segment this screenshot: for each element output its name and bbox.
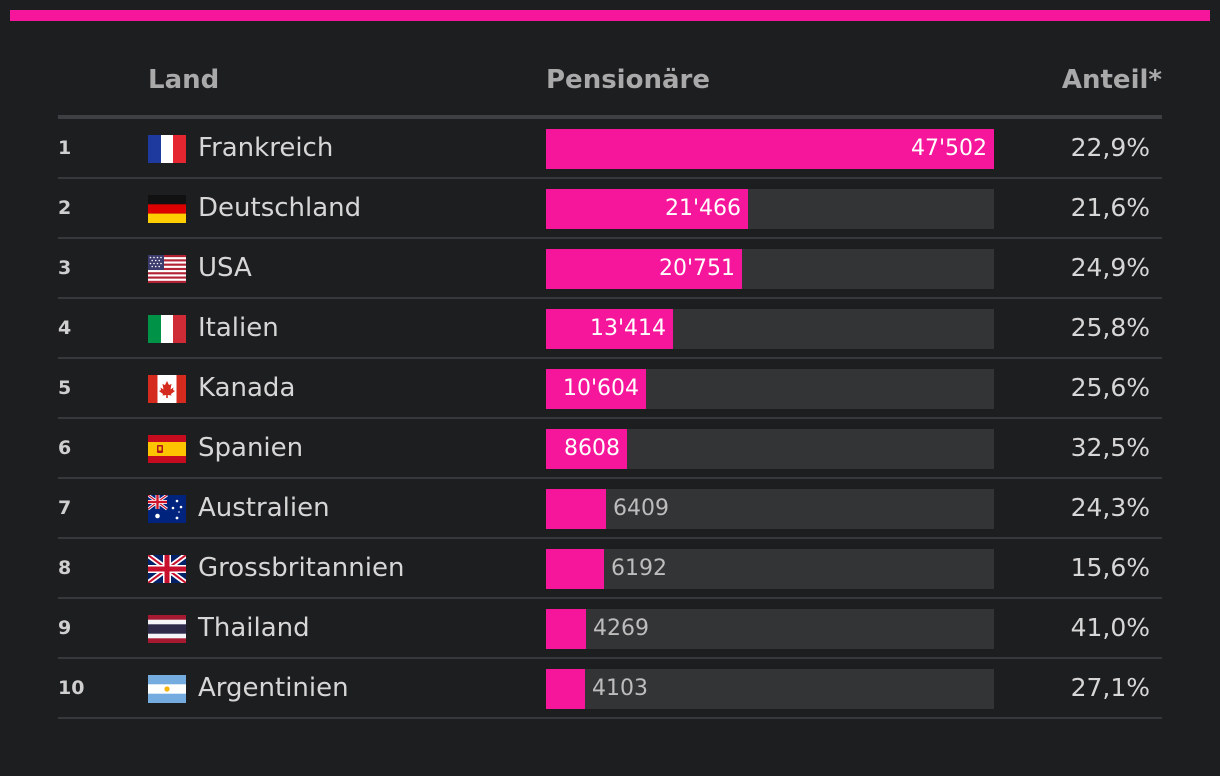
bar-track: 6192 xyxy=(546,549,994,589)
usa-flag-icon xyxy=(148,255,186,283)
share-label: 27,1% xyxy=(1070,673,1150,702)
data-label: 8608 xyxy=(564,436,620,461)
table-row: 9 Thailand 4269 41,0% xyxy=(58,599,1162,659)
share-label: 15,6% xyxy=(1070,553,1150,582)
accent-bar xyxy=(10,10,1210,21)
canada-flag-icon xyxy=(148,375,186,403)
bar-track: 21'466 xyxy=(546,189,994,229)
table-row: 6 Spanien 8608 32,5% xyxy=(58,419,1162,479)
data-label: 10'604 xyxy=(562,376,639,401)
thailand-flag-icon xyxy=(148,615,186,643)
country-label: Australien xyxy=(198,493,330,523)
rank-label: 2 xyxy=(58,197,72,219)
bar-track: 20'751 xyxy=(546,249,994,289)
bar xyxy=(546,669,585,709)
table-row: 8 Grossbritannien 6192 15,6% xyxy=(58,539,1162,599)
france-flag-icon xyxy=(148,135,186,163)
rank-label: 6 xyxy=(58,437,72,459)
table-row: 1 Frankreich 47'502 22,9% xyxy=(58,119,1162,179)
bar-track: 10'604 xyxy=(546,369,994,409)
data-label: 4269 xyxy=(593,616,649,641)
rank-label: 5 xyxy=(58,377,72,399)
country-label: Thailand xyxy=(198,613,310,643)
uk-flag-icon xyxy=(148,555,186,583)
spain-flag-icon xyxy=(148,435,186,463)
bar xyxy=(546,609,586,649)
table-row: 3 USA 20'751 24,9% xyxy=(58,239,1162,299)
rank-label: 8 xyxy=(58,557,72,579)
data-label: 13'414 xyxy=(589,316,666,341)
share-label: 25,6% xyxy=(1070,373,1150,402)
rank-label: 9 xyxy=(58,617,72,639)
italy-flag-icon xyxy=(148,315,186,343)
bar-track: 6409 xyxy=(546,489,994,529)
bar xyxy=(546,369,646,409)
bar-track: 8608 xyxy=(546,429,994,469)
table-row: 10 Argentinien 4103 27,1% xyxy=(58,659,1162,719)
share-label: 22,9% xyxy=(1070,133,1150,162)
bar xyxy=(546,249,742,289)
bar xyxy=(546,549,604,589)
data-label: 47'502 xyxy=(910,136,987,161)
table-row: 5 Kanada 10'604 25,6% xyxy=(58,359,1162,419)
data-label: 21'466 xyxy=(664,196,741,221)
bar xyxy=(546,429,627,469)
share-label: 41,0% xyxy=(1070,613,1150,642)
country-label: Kanada xyxy=(198,373,296,403)
share-label: 25,8% xyxy=(1070,313,1150,342)
share-label: 24,9% xyxy=(1070,253,1150,282)
column-header-anteil: Anteil* xyxy=(1061,65,1162,95)
country-label: Spanien xyxy=(198,433,304,463)
bar xyxy=(546,129,994,169)
rank-label: 3 xyxy=(58,257,72,279)
bar xyxy=(546,189,748,229)
rank-label: 4 xyxy=(58,317,72,339)
column-header-pensionaere: Pensionäre xyxy=(546,65,710,95)
bar xyxy=(546,489,606,529)
country-label: Grossbritannien xyxy=(198,553,405,583)
bar xyxy=(546,309,673,349)
argentina-flag-icon xyxy=(148,675,186,703)
country-label: Frankreich xyxy=(198,133,334,163)
bar-track: 13'414 xyxy=(546,309,994,349)
share-label: 32,5% xyxy=(1070,433,1150,462)
country-label: Deutschland xyxy=(198,193,362,223)
share-label: 21,6% xyxy=(1070,193,1150,222)
rank-label: 7 xyxy=(58,497,72,519)
rank-label: 10 xyxy=(58,677,85,699)
bar-track: 47'502 xyxy=(546,129,994,169)
australia-flag-icon xyxy=(148,495,186,523)
country-label: Argentinien xyxy=(198,673,349,703)
table-row: 4 Italien 13'414 25,8% xyxy=(58,299,1162,359)
header-divider xyxy=(58,115,1162,119)
share-label: 24,3% xyxy=(1070,493,1150,522)
country-label: Italien xyxy=(198,313,279,343)
data-label: 6192 xyxy=(611,556,667,581)
data-label: 6409 xyxy=(613,496,669,521)
country-label: USA xyxy=(198,253,252,283)
data-label: 20'751 xyxy=(658,256,735,281)
column-header-land: Land xyxy=(148,65,220,95)
bar-track: 4103 xyxy=(546,669,994,709)
rank-label: 1 xyxy=(58,137,72,159)
table-row: 7 Australien 6409 24,3% xyxy=(58,479,1162,539)
germany-flag-icon xyxy=(148,195,186,223)
table-row: 2 Deutschland 21'466 21,6% xyxy=(58,179,1162,239)
bar-track: 4269 xyxy=(546,609,994,649)
data-label: 4103 xyxy=(592,676,648,701)
